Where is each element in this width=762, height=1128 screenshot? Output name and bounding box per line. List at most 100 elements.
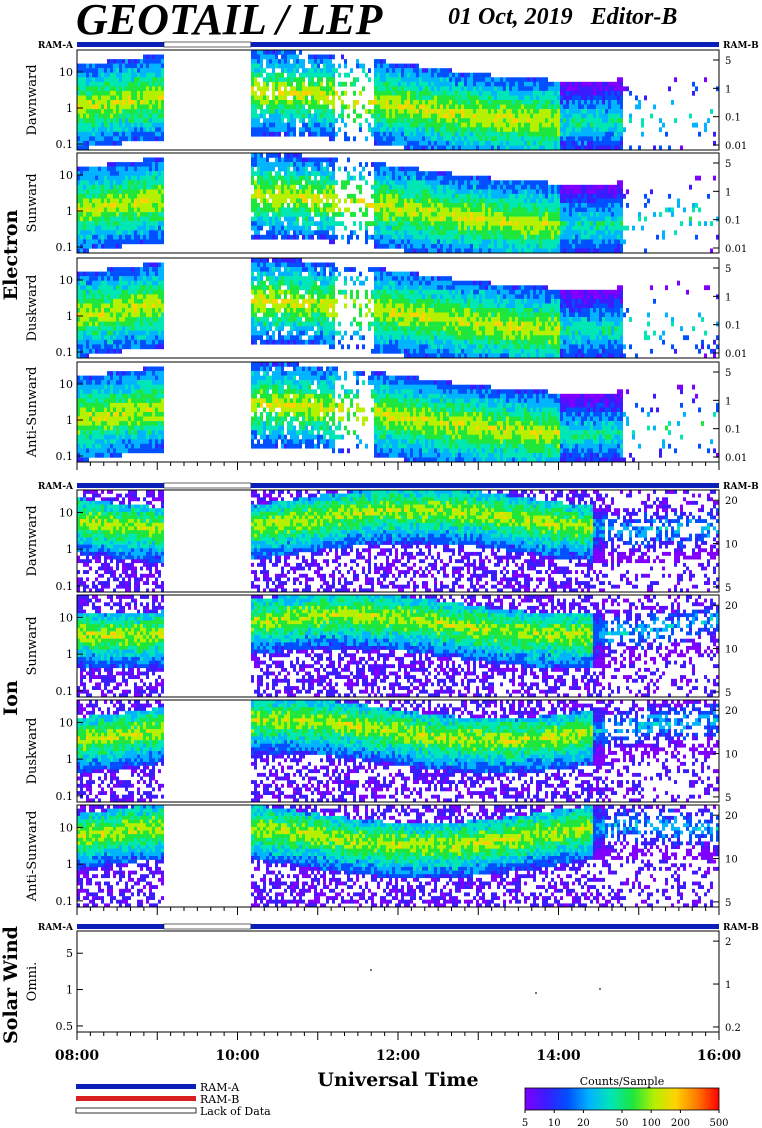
right-tick-label: 10	[725, 645, 738, 656]
left-tick-label: 5	[66, 947, 73, 960]
legend-ram-a-swatch	[76, 1084, 196, 1089]
left-tick-label: 10	[59, 66, 73, 79]
mode-left-label: RAM-A	[38, 41, 74, 51]
right-tick-label: 0.1	[725, 113, 741, 124]
ram-a-bar	[77, 924, 164, 929]
right-tick-label: 5	[725, 264, 731, 275]
ram-a-bar	[77, 483, 164, 488]
right-tick-label: 5	[725, 159, 731, 170]
left-tick-label: 1	[66, 543, 73, 556]
right-tick-label: 0.01	[725, 453, 747, 464]
colorbar-tick-label: 200	[671, 1118, 690, 1128]
x-tick-label: 10:00	[215, 1048, 259, 1064]
right-tick-label: 0.01	[725, 349, 747, 360]
colorbar-title: Counts/Sample	[580, 1075, 665, 1088]
right-tick-label: 20	[725, 811, 738, 822]
legend-ram-b-swatch	[76, 1096, 196, 1101]
lack-of-data-bar	[164, 924, 251, 929]
left-tick-label: 10	[59, 274, 73, 287]
colorbar-tick-label: 50	[616, 1118, 629, 1128]
right-tick-label: 5	[725, 688, 731, 699]
species-label-0: Electron	[0, 210, 22, 301]
colorbar-gradient	[525, 1088, 719, 1110]
right-tick-label: 1	[725, 396, 731, 407]
mode-left-label: RAM-A	[38, 923, 74, 933]
right-tick-label: 0.1	[725, 425, 741, 436]
time-ticks	[77, 907, 719, 915]
right-tick-label: 5	[725, 793, 731, 804]
x-tick-label: 14:00	[536, 1048, 580, 1064]
mode-left-label: RAM-A	[38, 482, 74, 492]
x-tick-label: 16:00	[697, 1048, 741, 1064]
left-tick-label: 10	[59, 716, 73, 729]
direction-label: Dawnward	[25, 64, 40, 135]
panel-frame	[77, 931, 719, 1032]
left-tick-label: 10	[59, 378, 73, 391]
left-tick-label: 1	[66, 102, 73, 115]
right-tick-label: 0.1	[725, 216, 741, 227]
left-tick-label: 1	[66, 414, 73, 427]
right-tick-label: 20	[725, 496, 738, 507]
left-tick-label: 1	[66, 310, 73, 323]
left-tick-label: 0.1	[56, 685, 74, 698]
right-tick-label: 0.01	[725, 244, 747, 255]
left-tick-label: 10	[59, 506, 73, 519]
right-tick-label: 1	[725, 980, 731, 991]
left-tick-label: 1	[66, 858, 73, 871]
lack-of-data-bar	[164, 483, 251, 488]
data-point	[599, 988, 601, 990]
data-point	[370, 969, 372, 971]
x-axis-labels: 08:00 10:00 12:00 14:00 16:00	[55, 1048, 741, 1064]
direction-label: Anti-Sunward	[25, 811, 40, 903]
lack-of-data-bar	[164, 42, 251, 47]
ram-a-bar	[251, 924, 719, 929]
direction-label: Omni.	[25, 962, 40, 1002]
left-tick-label: 0.1	[56, 138, 74, 151]
right-tick-label: 0.2	[725, 1023, 741, 1034]
direction-label: Sunward	[25, 616, 40, 675]
right-tick-label: 5	[725, 56, 731, 67]
left-tick-label: 0.1	[56, 895, 74, 908]
colorbar-tick-label: 20	[577, 1118, 590, 1128]
x-axis-title: Universal Time	[317, 1069, 478, 1091]
direction-label: Sunward	[25, 173, 40, 232]
x-tick-label: 08:00	[55, 1048, 99, 1064]
direction-label: Anti-Sunward	[25, 367, 40, 459]
time-ticks	[77, 1032, 719, 1040]
right-tick-label: 10	[725, 750, 738, 761]
data-point	[535, 992, 537, 994]
left-tick-label: 1	[66, 648, 73, 661]
left-tick-label: 10	[59, 821, 73, 834]
legend-lack-label: Lack of Data	[200, 1105, 271, 1118]
right-tick-label: 2	[725, 937, 731, 948]
mode-right-label: RAM-B	[723, 41, 759, 51]
left-tick-label: 0.1	[56, 241, 74, 254]
right-tick-label: 10	[725, 855, 738, 866]
x-tick-label: 12:00	[376, 1048, 420, 1064]
colorbar-tick-label: 100	[642, 1118, 661, 1128]
left-tick-label: 1	[66, 753, 73, 766]
colorbar-tick-label: 500	[709, 1118, 728, 1128]
direction-label: Dawnward	[25, 505, 40, 576]
species-label-2: Solar Wind	[0, 926, 22, 1044]
left-tick-label: 0.1	[56, 580, 74, 593]
left-tick-label: 0.1	[56, 346, 74, 359]
left-tick-label: 0.1	[56, 450, 74, 463]
species-label-1: Ion	[0, 680, 22, 716]
right-tick-label: 20	[725, 706, 738, 717]
right-tick-label: 1	[725, 187, 731, 198]
mode-right-label: RAM-B	[723, 482, 759, 492]
direction-label: Duskward	[25, 275, 40, 342]
left-tick-label: 1	[66, 205, 73, 218]
legend-lack-swatch	[76, 1108, 196, 1113]
right-tick-label: 5	[725, 583, 731, 594]
right-tick-label: 1	[725, 292, 731, 303]
